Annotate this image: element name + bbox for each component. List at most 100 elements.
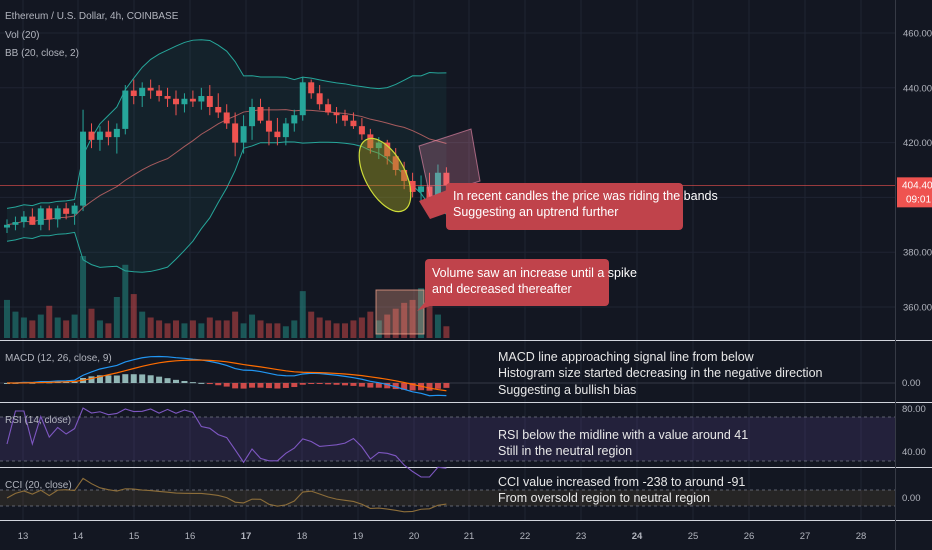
projection-box: [418, 128, 481, 198]
candle-body: [325, 104, 332, 113]
price-tag-box: [897, 177, 932, 208]
volume-highlight-box: [375, 289, 425, 335]
time-tick-label: 28: [856, 531, 867, 542]
bb-lower-line: [6, 141, 447, 273]
macd-histogram-bar: [434, 383, 441, 389]
volume-bar: [80, 256, 87, 338]
candle-body: [156, 90, 163, 97]
macd-note-line-2: Histogram size started decreasing in the…: [498, 366, 823, 380]
price-tag-countdown: 09:01: [906, 194, 931, 205]
macd-histogram-bar: [291, 383, 298, 388]
candle-body: [80, 131, 87, 206]
rsi-axis-label-low: 40.00: [902, 447, 926, 458]
time-axis[interactable]: 13 14 15 16 17 18 19 20 21 22 23 24 25 26 27 28: [18, 531, 867, 542]
candle-body: [54, 208, 61, 220]
volume-bar: [350, 320, 357, 338]
candle-body: [367, 134, 374, 149]
volume-bars: [4, 256, 450, 338]
candle-body: [265, 120, 272, 132]
volume-bar: [358, 317, 365, 338]
bands-callout[interactable]: In recent candles the price was riding t…: [419, 183, 718, 230]
macd-histogram-bar: [350, 383, 357, 386]
macd-indicator-label[interactable]: MACD (12, 26, close, 9): [5, 353, 112, 364]
volume-bar: [392, 308, 399, 338]
time-tick-label: 23: [576, 531, 587, 542]
time-tick-label: 20: [409, 531, 420, 542]
candle-body: [257, 106, 264, 121]
volume-bar: [206, 317, 213, 338]
macd-histogram-bar: [325, 383, 332, 385]
cci-indicator-label[interactable]: CCI (20, close): [5, 480, 72, 491]
candle-body: [189, 98, 196, 102]
time-tick-label: 16: [185, 531, 196, 542]
cci-axis-label: 0.00: [902, 493, 921, 504]
last-price-tag: 404.40 09:01: [897, 177, 932, 208]
rsi-indicator-label[interactable]: RSI (14, close): [5, 415, 71, 426]
macd-histogram-bar: [392, 383, 399, 390]
candle-body: [37, 208, 44, 225]
volume-note-line-2: and decreased thereafter: [432, 282, 572, 296]
candle-body: [316, 93, 323, 105]
time-tick-label: 24: [632, 531, 643, 542]
macd-histogram-bar: [147, 375, 154, 383]
candle-body: [20, 216, 27, 223]
time-tick-label: 22: [520, 531, 531, 542]
volume-bar: [96, 320, 103, 338]
time-tick-label: 19: [353, 531, 364, 542]
time-tick-label: 26: [744, 531, 755, 542]
volume-bar: [367, 311, 374, 338]
candle-body: [299, 82, 306, 116]
volume-bar: [291, 320, 298, 338]
macd-histogram-bar: [409, 383, 416, 391]
candle-body: [105, 131, 112, 138]
volume-bar: [240, 323, 247, 338]
volume-indicator-label[interactable]: Vol (20): [5, 30, 39, 41]
macd-histogram-bar: [96, 375, 103, 383]
annotation-shapes: [358, 128, 481, 335]
macd-histogram-bar: [215, 383, 222, 386]
macd-histogram-bar: [401, 383, 408, 390]
macd-histogram-bar: [4, 383, 10, 384]
macd-pane: [0, 355, 895, 397]
volume-bar: [198, 323, 205, 338]
volume-bar: [418, 288, 425, 338]
candle-body: [409, 180, 416, 192]
candle-body: [282, 123, 289, 138]
volume-callout[interactable]: Volume saw an increase until a spike and…: [417, 259, 637, 311]
volume-note-line-1: Volume saw an increase until a spike: [432, 266, 637, 280]
candle-body: [274, 131, 281, 138]
macd-histogram-bar: [375, 383, 382, 388]
macd-histogram-bar: [358, 383, 365, 387]
macd-histogram-bar: [198, 382, 205, 384]
candle-body: [130, 90, 137, 97]
cci-note-line-1: CCI value increased from -238 to around …: [498, 475, 745, 489]
candle-body: [4, 224, 10, 228]
volume-bar: [12, 311, 19, 338]
candle-body: [198, 96, 205, 102]
candle-body: [181, 98, 188, 105]
volume-bar: [63, 320, 70, 338]
rsi-band: [0, 417, 895, 461]
rsi-note-line-2: Still in the neutral region: [498, 444, 632, 458]
time-tick-label: 13: [18, 531, 29, 542]
cci-band: [0, 490, 895, 506]
volume-bar: [409, 299, 416, 338]
volume-bar: [316, 317, 323, 338]
time-tick-label: 14: [73, 531, 84, 542]
volume-bar: [223, 320, 230, 338]
bands-note-line-1: In recent candles the price was riding t…: [453, 189, 718, 203]
callout-box: [446, 183, 683, 230]
macd-histogram-bar: [274, 383, 281, 389]
volume-bar: [46, 305, 53, 338]
macd-line: [6, 355, 447, 397]
candle-body: [358, 126, 365, 135]
bb-indicator-label[interactable]: BB (20, close, 2): [5, 48, 79, 59]
price-tick-label: 440.00: [903, 83, 932, 94]
candle-body: [223, 112, 230, 124]
rsi-line: [6, 407, 447, 478]
macd-histogram-bar: [206, 383, 213, 385]
candle-body: [249, 106, 256, 127]
candle-body: [113, 128, 120, 138]
candle-body: [147, 87, 154, 91]
